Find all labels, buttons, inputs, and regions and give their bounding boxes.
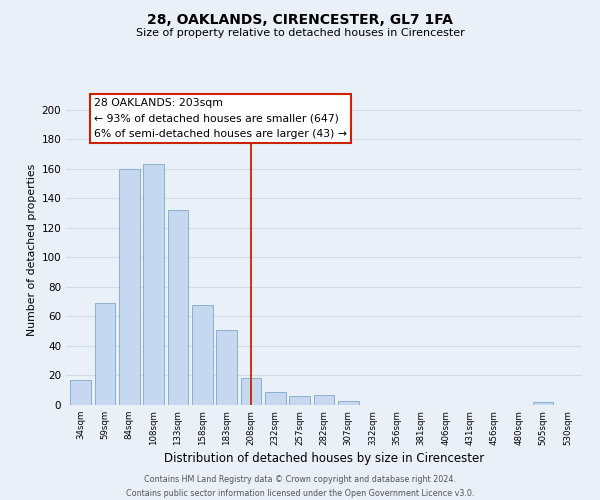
- Text: 28, OAKLANDS, CIRENCESTER, GL7 1FA: 28, OAKLANDS, CIRENCESTER, GL7 1FA: [147, 12, 453, 26]
- Bar: [265, 392, 286, 405]
- Bar: [338, 400, 359, 405]
- Bar: [192, 304, 212, 405]
- Bar: [314, 394, 334, 405]
- Bar: [119, 169, 140, 405]
- Y-axis label: Number of detached properties: Number of detached properties: [27, 164, 37, 336]
- Text: 28 OAKLANDS: 203sqm
← 93% of detached houses are smaller (647)
6% of semi-detach: 28 OAKLANDS: 203sqm ← 93% of detached ho…: [94, 98, 347, 139]
- Bar: [167, 210, 188, 405]
- Bar: [95, 303, 115, 405]
- Bar: [143, 164, 164, 405]
- Text: Contains HM Land Registry data © Crown copyright and database right 2024.
Contai: Contains HM Land Registry data © Crown c…: [126, 476, 474, 498]
- Bar: [533, 402, 553, 405]
- Bar: [289, 396, 310, 405]
- Bar: [216, 330, 237, 405]
- Bar: [70, 380, 91, 405]
- Bar: [241, 378, 262, 405]
- X-axis label: Distribution of detached houses by size in Cirencester: Distribution of detached houses by size …: [164, 452, 484, 464]
- Text: Size of property relative to detached houses in Cirencester: Size of property relative to detached ho…: [136, 28, 464, 38]
